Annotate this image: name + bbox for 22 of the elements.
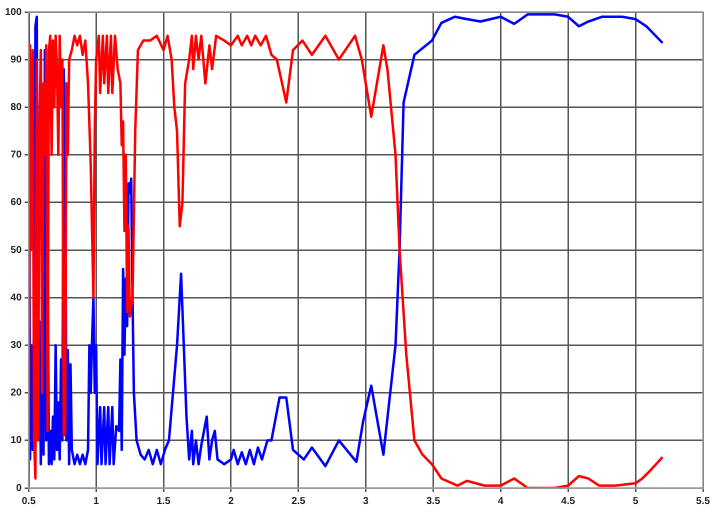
y-tick-label: 30 — [10, 340, 22, 351]
y-tick-label: 20 — [10, 388, 22, 399]
y-tick-label: 40 — [10, 292, 22, 304]
y-tick-label: 70 — [10, 150, 22, 161]
x-tick-label: 4.5 — [561, 496, 576, 507]
x-tick-label: 1.5 — [156, 496, 171, 507]
x-tick-label: 1 — [93, 496, 100, 507]
y-tick-label: 10 — [10, 435, 22, 446]
x-tick-label: 2 — [228, 496, 234, 507]
x-tick-label: 4 — [498, 496, 504, 507]
x-tick-label: 3.5 — [426, 496, 441, 507]
y-tick-label: 100 — [4, 6, 22, 18]
y-tick-label: 80 — [10, 102, 22, 113]
y-tick-label: 0 — [16, 482, 22, 494]
y-tick-label: 60 — [10, 197, 22, 208]
y-tick-label: 50 — [10, 244, 22, 256]
x-tick-label: 3 — [363, 496, 370, 507]
x-tick-label: 0.5 — [22, 496, 36, 507]
y-tick-label: 90 — [10, 54, 22, 66]
x-tick-label: 5 — [632, 496, 639, 507]
x-tick-label: 2.5 — [291, 496, 306, 507]
x-tick-label: 5.5 — [696, 496, 710, 507]
